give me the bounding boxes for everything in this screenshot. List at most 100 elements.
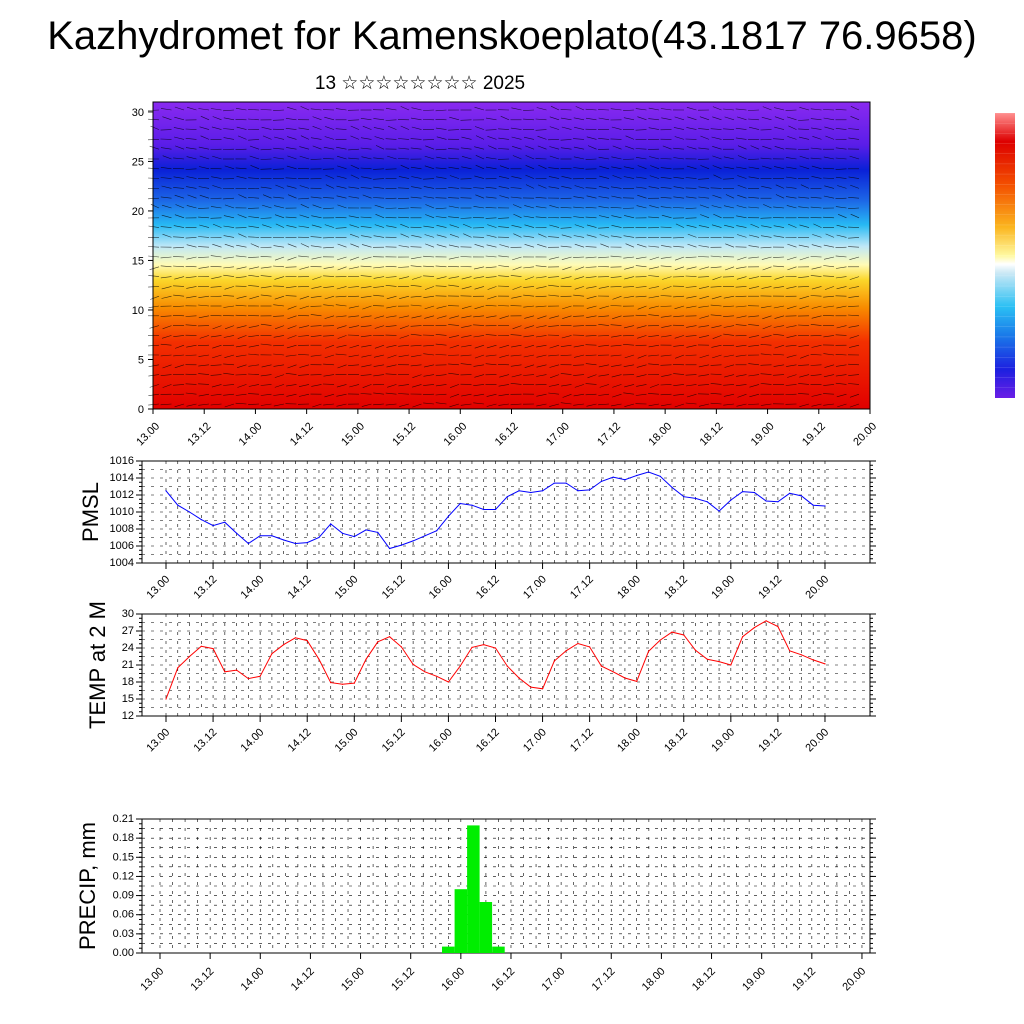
wind-barb — [200, 115, 210, 121]
wind-barb — [737, 194, 747, 199]
wind-barb — [436, 234, 447, 238]
wind-barb — [573, 235, 585, 238]
wind-barb — [523, 235, 535, 238]
wind-barb — [285, 286, 297, 289]
wind-barb — [473, 384, 485, 386]
wind-barb — [160, 147, 172, 150]
data-point — [200, 645, 202, 647]
wind-barb — [287, 315, 297, 320]
wind-barb — [823, 374, 835, 378]
data-point — [600, 665, 603, 667]
data-point — [247, 678, 249, 680]
wind-barb — [187, 194, 197, 199]
wind-barb — [423, 364, 435, 368]
wind-barb — [336, 286, 347, 290]
wind-barb — [248, 364, 260, 367]
data-point — [683, 634, 685, 636]
wind-barb — [611, 364, 622, 367]
wind-barb — [660, 393, 672, 396]
wind-barb — [649, 384, 660, 388]
wind-barb — [186, 176, 197, 179]
x-tick-label: 19.12 — [800, 420, 828, 448]
wind-barb — [585, 187, 597, 189]
wind-barb — [549, 146, 560, 150]
wind-barb — [637, 335, 647, 339]
wind-barb — [648, 245, 660, 248]
wind-barb — [824, 364, 835, 368]
wind-barb — [335, 295, 347, 298]
wind-barb — [673, 384, 685, 386]
wind-barb — [586, 305, 597, 309]
wind-barb — [160, 354, 172, 357]
wind-barb — [573, 294, 585, 297]
wind-barb — [687, 116, 697, 121]
wind-barb — [350, 243, 360, 248]
wind-barb — [762, 325, 772, 330]
wind-barb — [835, 334, 847, 336]
wind-barb — [424, 305, 435, 310]
wind-barb — [535, 129, 547, 131]
wind-barb — [185, 383, 197, 385]
wind-barb — [823, 393, 835, 395]
wind-barb — [635, 157, 647, 160]
wind-barb — [474, 286, 485, 290]
wind-barb — [461, 166, 472, 170]
wind-barb — [511, 225, 522, 228]
wind-barb — [235, 344, 247, 348]
wind-barb — [773, 256, 785, 258]
wind-barb — [798, 206, 810, 209]
wind-barb — [673, 157, 685, 160]
wind-barb — [549, 403, 560, 407]
wind-barb — [173, 246, 185, 249]
wind-barb — [712, 354, 722, 359]
wind-barb — [400, 223, 410, 228]
wind-barb — [273, 393, 285, 396]
wind-barb — [273, 265, 285, 268]
wind-barb — [661, 374, 672, 377]
wind-barb — [262, 224, 272, 228]
wind-barb — [686, 107, 697, 111]
wind-barb — [260, 343, 272, 346]
data-point — [224, 671, 226, 673]
wind-barb — [173, 294, 185, 297]
wind-barb — [360, 393, 372, 395]
wind-barb — [835, 147, 847, 150]
wind-barb — [598, 335, 610, 337]
wind-barb — [573, 146, 585, 150]
wind-barb — [448, 372, 460, 375]
wind-barb — [212, 325, 222, 330]
wind-barb — [361, 156, 372, 160]
wind-barb — [325, 184, 335, 189]
wind-barb — [485, 363, 497, 366]
wind-barb — [148, 177, 160, 179]
wind-barb — [448, 157, 460, 160]
wind-barb — [361, 176, 372, 179]
wind-barb — [337, 155, 347, 160]
wind-barb — [385, 325, 397, 327]
wind-barb — [761, 286, 772, 289]
wind-barb — [449, 384, 460, 388]
wind-barb — [211, 126, 222, 130]
data-point — [212, 648, 214, 650]
wind-barb — [549, 315, 560, 319]
wind-barb — [560, 354, 572, 356]
wind-barb — [325, 174, 335, 179]
wind-barb — [573, 315, 585, 317]
wind-barb — [161, 185, 172, 189]
wind-barb — [299, 305, 310, 310]
wind-barb — [698, 196, 710, 199]
wind-barb — [798, 276, 810, 278]
wind-barb — [373, 403, 385, 406]
wind-barb — [248, 403, 260, 405]
wind-barb — [360, 335, 372, 338]
wind-barb — [360, 374, 372, 376]
wind-barb — [373, 186, 385, 189]
wind-barb — [348, 364, 360, 366]
wind-barb — [473, 276, 485, 279]
wind-barb — [710, 286, 722, 288]
wind-barb — [474, 374, 485, 378]
wind-barb — [798, 383, 810, 385]
wind-barb — [324, 315, 335, 319]
wind-barb — [750, 223, 760, 228]
wind-barb — [400, 125, 410, 130]
